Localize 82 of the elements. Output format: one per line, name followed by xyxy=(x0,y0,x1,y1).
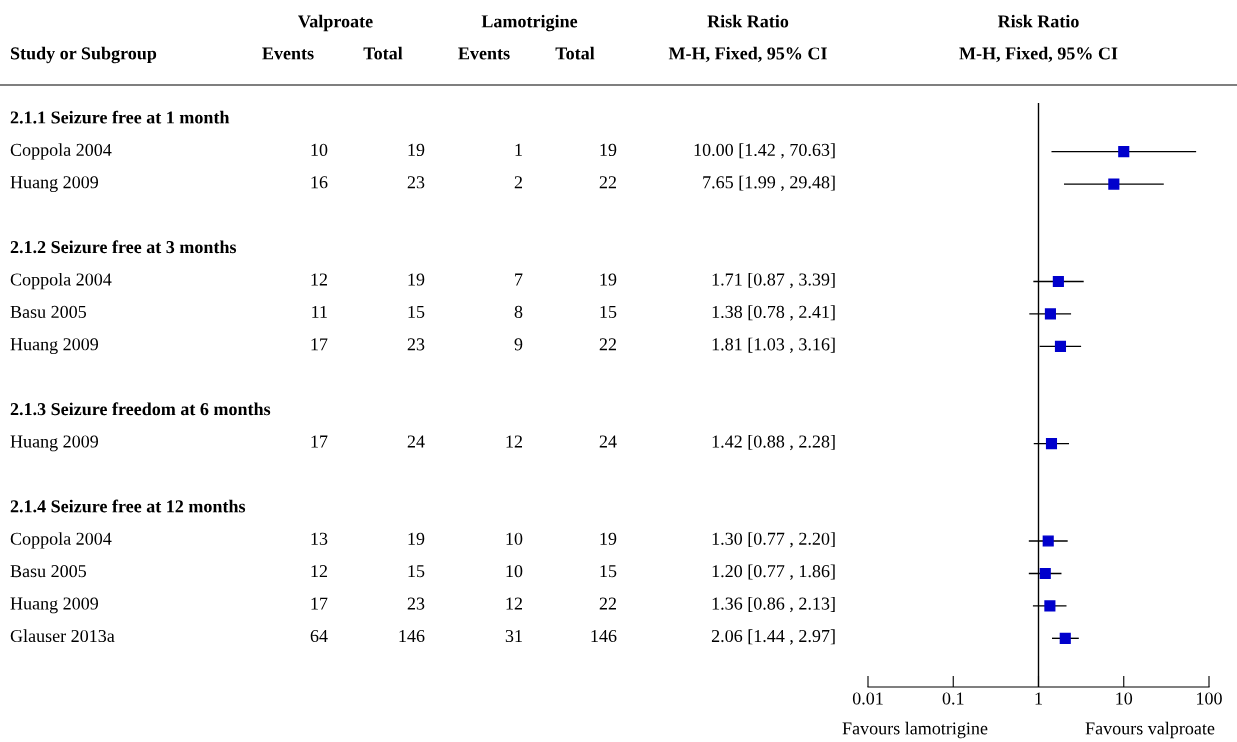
text: 31 xyxy=(505,629,522,643)
text: 17 xyxy=(311,597,328,610)
text: 19 xyxy=(408,273,425,286)
text: 12 xyxy=(506,597,522,610)
text: 1.71 [0.87 , 3.39] xyxy=(712,272,835,289)
category-label: Huang 2009 xyxy=(10,597,99,614)
text: 24 xyxy=(599,435,617,448)
text: 7.65 [1.99 , 29.48] xyxy=(703,175,835,191)
category-label: 2.1.3 Seizure freedom at 6 months xyxy=(10,402,271,416)
x-tick-label: 0.1 xyxy=(942,692,964,705)
text: 1.20 [0.77 , 1.86] xyxy=(712,564,835,580)
category-label: Coppola 2004 xyxy=(10,143,112,160)
text: 12 xyxy=(311,273,327,286)
text: 11 xyxy=(312,305,327,318)
text: 19 xyxy=(408,532,425,545)
text: 19 xyxy=(408,143,425,156)
text: 2.06 [1.44 , 2.97] xyxy=(711,629,835,645)
category-label: 2.1.2 Seizure free at 3 months xyxy=(10,240,237,254)
category-label: Basu 2005 xyxy=(10,565,87,578)
text: 10 xyxy=(506,565,523,578)
text: 10 xyxy=(311,143,328,156)
text: 1.81 [1.03 , 3.16] xyxy=(712,337,835,353)
category-label: Coppola 2004 xyxy=(10,272,112,290)
category-label: Glauser 2013a xyxy=(10,629,115,643)
text: Study or Subgroup xyxy=(10,46,157,64)
text: 19 xyxy=(600,273,617,286)
text: 12 xyxy=(506,435,522,448)
x-tick-label: 10 xyxy=(1116,692,1133,705)
text: 12 xyxy=(311,565,327,578)
text: 15 xyxy=(600,305,617,318)
text: 23 xyxy=(407,338,425,351)
text: 22 xyxy=(599,597,616,610)
text: 23 xyxy=(407,597,425,610)
text: Lamotrigine xyxy=(481,14,578,32)
x-tick-label: 100 xyxy=(1197,692,1222,705)
text: 24 xyxy=(407,435,425,448)
text: 146 xyxy=(399,629,425,643)
x-tick-label: 1 xyxy=(1035,692,1042,705)
chart-title: Risk Ratio xyxy=(997,14,1079,28)
text: 19 xyxy=(600,532,617,545)
category-label: Events xyxy=(262,47,314,60)
text: 13 xyxy=(311,532,328,545)
text: 1.38 [0.78 , 2.41] xyxy=(712,305,835,321)
text: 7 xyxy=(515,273,523,286)
text: 64 xyxy=(310,629,328,643)
text: 17 xyxy=(311,338,328,351)
category-label: Total xyxy=(555,46,595,60)
category-label: 2.1.1 Seizure free at 1 month xyxy=(10,110,230,124)
text: 23 xyxy=(407,176,425,189)
text: 10 xyxy=(506,532,523,545)
text: 15 xyxy=(408,305,425,318)
x-tick-label: 0.01 xyxy=(852,692,883,705)
category-label: Huang 2009 xyxy=(10,338,99,355)
category-label: Basu 2005 xyxy=(10,305,87,318)
text: 2 xyxy=(514,176,522,189)
text: 22 xyxy=(599,176,616,189)
text: 1 xyxy=(515,143,522,156)
text: 1.42 [0.88 , 2.28] xyxy=(712,434,835,451)
category-label: Total xyxy=(363,46,403,60)
category-label: M-H, Fixed, 95% CI xyxy=(668,46,827,63)
text: 9 xyxy=(514,338,523,351)
category-label: Huang 2009 xyxy=(10,435,99,452)
text: 15 xyxy=(408,565,425,578)
text: 15 xyxy=(600,565,617,578)
text: 16 xyxy=(311,176,328,189)
text: Risk Ratio xyxy=(707,14,789,28)
text: 19 xyxy=(600,143,617,156)
text: Favours lamotrigine xyxy=(842,721,988,739)
text: 146 xyxy=(591,629,617,643)
text: 1.36 [0.86 , 2.13] xyxy=(712,596,835,613)
category-label: 2.1.4 Seizure free at 12 months xyxy=(10,499,246,513)
text: 8 xyxy=(514,305,523,318)
category-label: Coppola 2004 xyxy=(10,532,112,549)
text: 10.00 [1.42 , 70.63] xyxy=(694,143,835,159)
category-label: Events xyxy=(458,47,510,60)
category-label: Huang 2009 xyxy=(10,176,99,193)
text: 1.30 [0.77 , 2.20] xyxy=(712,532,835,548)
text: 17 xyxy=(311,435,328,448)
text: Favours valproate xyxy=(1085,721,1215,739)
text: 22 xyxy=(599,338,616,351)
chart-subtitle: M-H, Fixed, 95% CI xyxy=(959,46,1118,63)
text: Valproate xyxy=(298,14,373,32)
